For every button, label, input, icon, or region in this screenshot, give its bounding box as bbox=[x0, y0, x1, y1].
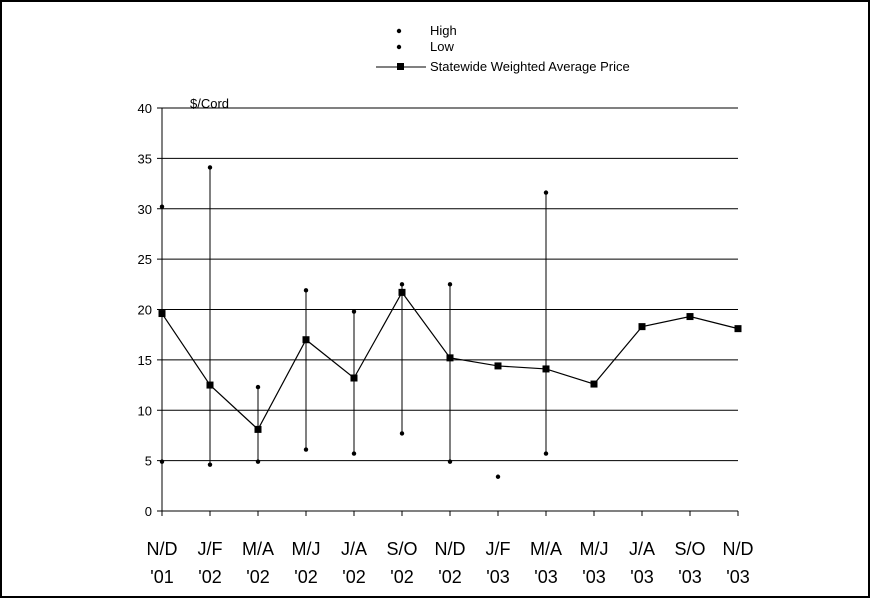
y-tick-label: 10 bbox=[138, 403, 152, 418]
legend: High Low Statewide Weighted Average Pric… bbox=[376, 23, 630, 74]
y-tick-label: 15 bbox=[138, 353, 152, 368]
y-tick-label: 5 bbox=[145, 454, 152, 469]
x-tick-label-year: '02 bbox=[438, 567, 461, 587]
average-point bbox=[638, 323, 646, 331]
high-point bbox=[159, 204, 165, 209]
y-tick-label: 30 bbox=[138, 202, 152, 217]
low-point bbox=[255, 459, 261, 464]
y-tick-label: 0 bbox=[145, 504, 152, 519]
high-point bbox=[207, 165, 213, 170]
average-point bbox=[446, 354, 454, 362]
high-point bbox=[447, 282, 453, 287]
x-tick-label-year: '03 bbox=[726, 567, 749, 587]
average-point bbox=[494, 362, 502, 370]
low-point bbox=[159, 459, 165, 464]
average-point bbox=[158, 310, 166, 318]
x-tick-labels: N/D '01 J/F '02 M/A '02 M/J '02 J/A '02 S/O '02 N/D '… bbox=[147, 539, 754, 587]
x-tick-label-period: M/J bbox=[580, 539, 609, 559]
average-point bbox=[206, 381, 214, 389]
x-tick-label-period: J/A bbox=[341, 539, 367, 559]
x-tick-label-period: M/A bbox=[530, 539, 562, 559]
legend-high-label: High bbox=[430, 23, 457, 38]
legend-high-marker bbox=[396, 28, 402, 34]
average-point bbox=[542, 365, 550, 373]
x-tick-label-year: '03 bbox=[486, 567, 509, 587]
average-series bbox=[158, 288, 742, 433]
high-point bbox=[303, 288, 309, 293]
low-point bbox=[447, 459, 453, 464]
average-point bbox=[350, 374, 358, 382]
x-tick-label-period: S/O bbox=[386, 539, 417, 559]
axes bbox=[157, 107, 739, 516]
low-point bbox=[303, 447, 309, 452]
legend-low-label: Low bbox=[430, 39, 454, 54]
x-tick-label-period: M/A bbox=[242, 539, 274, 559]
average-point bbox=[686, 313, 694, 321]
y-tick-label: 35 bbox=[138, 151, 152, 166]
x-tick-label-period: J/F bbox=[486, 539, 511, 559]
low-point bbox=[543, 451, 549, 456]
high-low-points bbox=[159, 165, 549, 479]
average-point bbox=[254, 425, 262, 433]
y-tick-label: 40 bbox=[138, 101, 152, 116]
low-point bbox=[207, 462, 213, 467]
x-tick-label-year: '03 bbox=[534, 567, 557, 587]
x-tick-label-period: J/A bbox=[629, 539, 655, 559]
low-point bbox=[399, 431, 405, 436]
x-tick-label-year: '02 bbox=[342, 567, 365, 587]
high-point bbox=[399, 282, 405, 287]
average-point bbox=[302, 336, 310, 344]
y-tick-label: 20 bbox=[138, 303, 152, 318]
low-point bbox=[351, 451, 357, 456]
x-tick-label-period: N/D bbox=[435, 539, 466, 559]
high-point bbox=[255, 384, 261, 390]
x-tick-label-year: '02 bbox=[390, 567, 413, 587]
y-axis-label: $/Cord bbox=[190, 96, 229, 111]
legend-average-marker bbox=[397, 63, 404, 70]
high-point bbox=[351, 309, 357, 314]
high-point bbox=[543, 190, 549, 195]
high-low-range-lines bbox=[209, 167, 547, 465]
average-point bbox=[590, 380, 598, 388]
x-tick-label-period: J/F bbox=[198, 539, 223, 559]
legend-average-label: Statewide Weighted Average Price bbox=[430, 59, 630, 74]
average-point bbox=[398, 288, 406, 296]
x-tick-label-period: M/J bbox=[292, 539, 321, 559]
x-tick-label-period: N/D bbox=[723, 539, 754, 559]
legend-low-marker bbox=[396, 44, 402, 50]
x-tick-label-year: '03 bbox=[582, 567, 605, 587]
x-tick-label-year: '03 bbox=[678, 567, 701, 587]
x-tick-label-period: S/O bbox=[674, 539, 705, 559]
x-tick-label-year: '02 bbox=[246, 567, 269, 587]
x-tick-label-year: '02 bbox=[294, 567, 317, 587]
low-point bbox=[495, 474, 501, 479]
x-tick-label-period: N/D bbox=[147, 539, 178, 559]
x-tick-label-year: '03 bbox=[630, 567, 653, 587]
y-tick-label: 25 bbox=[138, 252, 152, 267]
y-tick-labels: 0 5 10 15 20 25 30 35 40 bbox=[138, 101, 152, 519]
x-tick-label-year: '01 bbox=[150, 567, 173, 587]
average-point bbox=[734, 325, 742, 333]
x-tick-label-year: '02 bbox=[198, 567, 221, 587]
